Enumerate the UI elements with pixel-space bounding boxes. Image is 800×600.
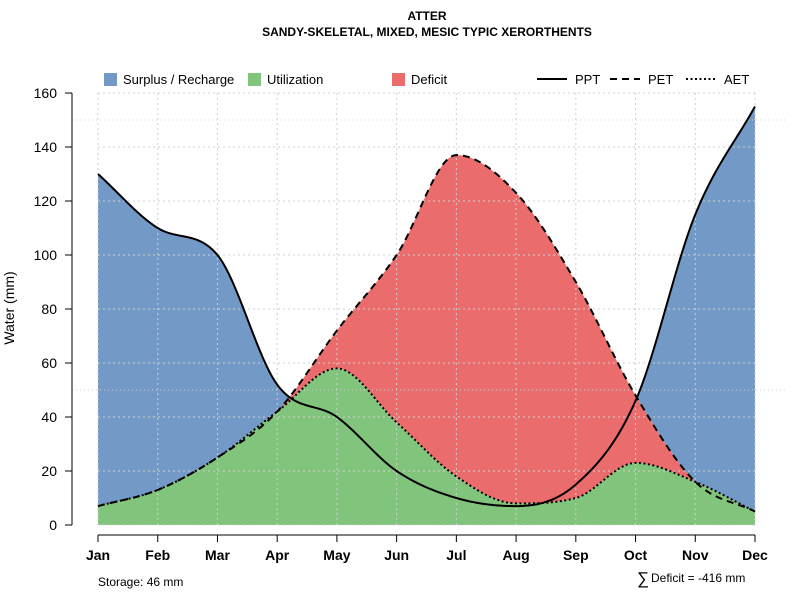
deficit-annotation: Deficit = -416 mm bbox=[651, 571, 745, 585]
legend-label: Deficit bbox=[411, 72, 448, 87]
x-tick-label: Apr bbox=[265, 547, 290, 563]
y-axis-label: Water (mm) bbox=[1, 271, 17, 344]
y-tick-label: 140 bbox=[34, 139, 58, 155]
x-tick-label: Aug bbox=[502, 547, 529, 563]
x-tick-label: Oct bbox=[624, 547, 648, 563]
y-tick-label: 20 bbox=[41, 463, 57, 479]
y-tick-label: 160 bbox=[34, 85, 58, 101]
y-tick-label: 60 bbox=[41, 355, 57, 371]
utilization-area bbox=[98, 368, 755, 525]
area-fills bbox=[98, 106, 755, 525]
legend-label: Utilization bbox=[267, 72, 323, 87]
y-tick-label: 40 bbox=[41, 409, 57, 425]
gridlines bbox=[72, 92, 785, 526]
legend-swatch bbox=[104, 73, 117, 86]
x-tick-label: Nov bbox=[682, 547, 709, 563]
sum-icon: ∑ bbox=[637, 569, 649, 588]
legend-label: PET bbox=[648, 72, 673, 87]
legend-swatch bbox=[248, 73, 261, 86]
surplus-area bbox=[98, 106, 755, 512]
x-tick-label: Jan bbox=[86, 547, 110, 563]
y-tick-label: 80 bbox=[41, 301, 57, 317]
x-tick-label: Dec bbox=[742, 547, 768, 563]
x-tick-label: Feb bbox=[145, 547, 170, 563]
x-tick-label: Sep bbox=[563, 547, 589, 563]
x-tick-label: Jul bbox=[446, 547, 466, 563]
storage-annotation: Storage: 46 mm bbox=[98, 575, 183, 589]
deficit-area bbox=[98, 155, 755, 512]
legend-label: AET bbox=[724, 72, 749, 87]
y-tick-label: 100 bbox=[34, 247, 58, 263]
legend: Surplus / Recharge Utilization Deficit PPT P… bbox=[104, 72, 749, 87]
series-line-aet bbox=[97, 367, 756, 513]
x-tick-label: Jun bbox=[384, 547, 409, 563]
y-tick-label: 120 bbox=[34, 193, 58, 209]
legend-label: PPT bbox=[575, 72, 600, 87]
series-line-ppt bbox=[97, 106, 756, 508]
series-line-pet bbox=[97, 154, 756, 513]
chart-subtitle: SANDY-SKELETAL, MIXED, MESIC TYPIC XEROR… bbox=[262, 25, 592, 39]
chart-title: ATTER bbox=[407, 9, 446, 23]
legend-swatch bbox=[392, 73, 405, 86]
axes: 0 20 40 60 80 100 120 140 160 Jan Feb Mar Apr May Jun J… bbox=[34, 85, 768, 563]
legend-label: Surplus / Recharge bbox=[123, 72, 234, 87]
y-tick-label: 0 bbox=[49, 517, 57, 533]
series-lines bbox=[97, 106, 756, 513]
x-tick-label: Mar bbox=[205, 547, 230, 563]
x-tick-label: May bbox=[323, 547, 350, 563]
